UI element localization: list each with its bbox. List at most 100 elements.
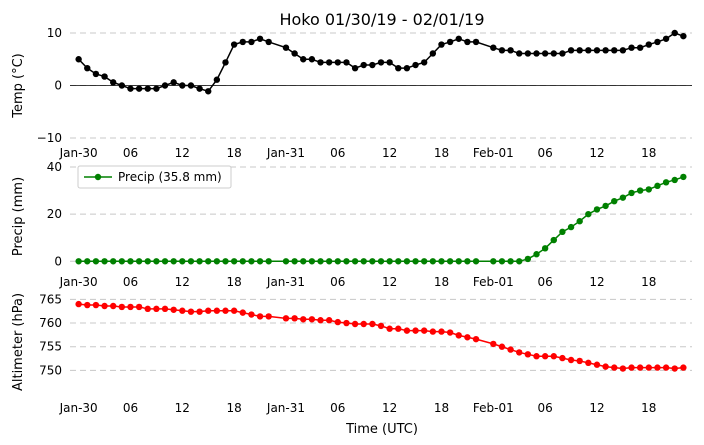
data-point — [230, 41, 238, 48]
data-point — [144, 85, 151, 92]
x-axis-label: Time (UTC) — [345, 422, 418, 437]
data-point — [205, 88, 212, 95]
data-point — [438, 41, 445, 48]
data-point — [533, 50, 540, 57]
data-point — [611, 364, 618, 371]
data-point — [420, 258, 428, 265]
data-point — [291, 50, 298, 57]
data-point — [144, 258, 151, 265]
data-point — [153, 258, 160, 265]
data-point — [153, 305, 160, 313]
data-point — [619, 47, 627, 54]
data-point — [585, 47, 592, 54]
data-point — [507, 346, 514, 353]
data-point — [369, 61, 376, 69]
data-point — [109, 79, 117, 86]
data-point — [248, 38, 255, 46]
data-point — [75, 300, 82, 308]
legend-label: Precip (35.8 mm) — [118, 170, 222, 184]
data-point — [395, 325, 402, 332]
data-point — [325, 317, 333, 324]
x-tick-label: 06 — [330, 275, 345, 289]
y-tick-label: 765 — [39, 292, 62, 306]
data-point — [213, 258, 221, 265]
data-point — [559, 228, 566, 236]
x-tick-label: 18 — [434, 275, 449, 289]
x-tick-label: 18 — [434, 146, 449, 160]
data-point — [541, 245, 549, 252]
data-point — [161, 305, 169, 313]
data-point — [455, 258, 462, 265]
data-point — [196, 85, 203, 92]
data-point — [671, 176, 678, 184]
data-point — [360, 258, 367, 265]
data-point — [429, 258, 437, 265]
data-point — [265, 258, 272, 265]
y-tick-label: 760 — [39, 316, 62, 330]
data-point — [92, 301, 100, 309]
data-point — [636, 44, 644, 51]
data-point — [334, 318, 342, 326]
data-point — [239, 309, 246, 316]
data-point — [671, 29, 678, 37]
data-point — [516, 258, 523, 265]
data-point — [300, 316, 307, 323]
y-tick-label: −10 — [37, 131, 62, 145]
x-tick-label: 18 — [226, 146, 241, 160]
y-tick-label: 0 — [54, 79, 62, 93]
x-tick-label: Jan-31 — [266, 275, 305, 289]
data-point — [403, 64, 411, 72]
data-point — [196, 258, 203, 265]
data-point — [412, 61, 419, 69]
x-tick-label: 06 — [537, 401, 552, 415]
data-point — [420, 327, 428, 334]
data-point — [550, 50, 557, 57]
data-point — [576, 218, 583, 225]
data-point — [300, 258, 307, 265]
data-point — [308, 258, 316, 265]
x-tick-label: 06 — [537, 146, 552, 160]
data-point — [343, 59, 350, 66]
x-tick-label: Jan-30 — [59, 275, 98, 289]
data-point — [351, 258, 359, 265]
data-point — [662, 179, 670, 186]
data-point — [567, 223, 575, 231]
data-point — [265, 313, 272, 320]
data-point — [645, 41, 653, 48]
data-point — [135, 85, 143, 92]
data-point — [628, 44, 635, 51]
data-point — [429, 50, 437, 57]
data-point — [360, 320, 367, 328]
x-tick-label: 18 — [226, 401, 241, 415]
series-line — [78, 303, 684, 370]
x-tick-label: 18 — [641, 146, 656, 160]
data-point — [490, 258, 497, 265]
data-point — [412, 327, 419, 334]
data-point — [84, 301, 91, 309]
data-point — [464, 258, 471, 265]
data-point — [438, 328, 445, 335]
data-point — [135, 258, 143, 265]
x-tick-label: 12 — [382, 401, 397, 415]
data-point — [308, 316, 316, 323]
x-tick-label: Feb-01 — [473, 146, 514, 160]
data-point — [127, 258, 134, 265]
data-point — [602, 47, 609, 54]
data-point — [256, 35, 264, 42]
y-tick-label: 750 — [39, 363, 62, 377]
data-point — [524, 255, 532, 263]
data-point — [602, 202, 609, 210]
data-point — [541, 50, 549, 57]
data-point — [446, 258, 454, 265]
data-point — [222, 307, 229, 314]
data-point — [369, 258, 376, 265]
data-point — [377, 59, 385, 66]
data-point — [187, 258, 195, 265]
data-point — [161, 82, 169, 89]
data-point — [291, 315, 298, 322]
data-point — [541, 353, 549, 360]
data-point — [516, 50, 523, 57]
x-tick-label: 12 — [589, 401, 604, 415]
data-point — [325, 258, 333, 265]
